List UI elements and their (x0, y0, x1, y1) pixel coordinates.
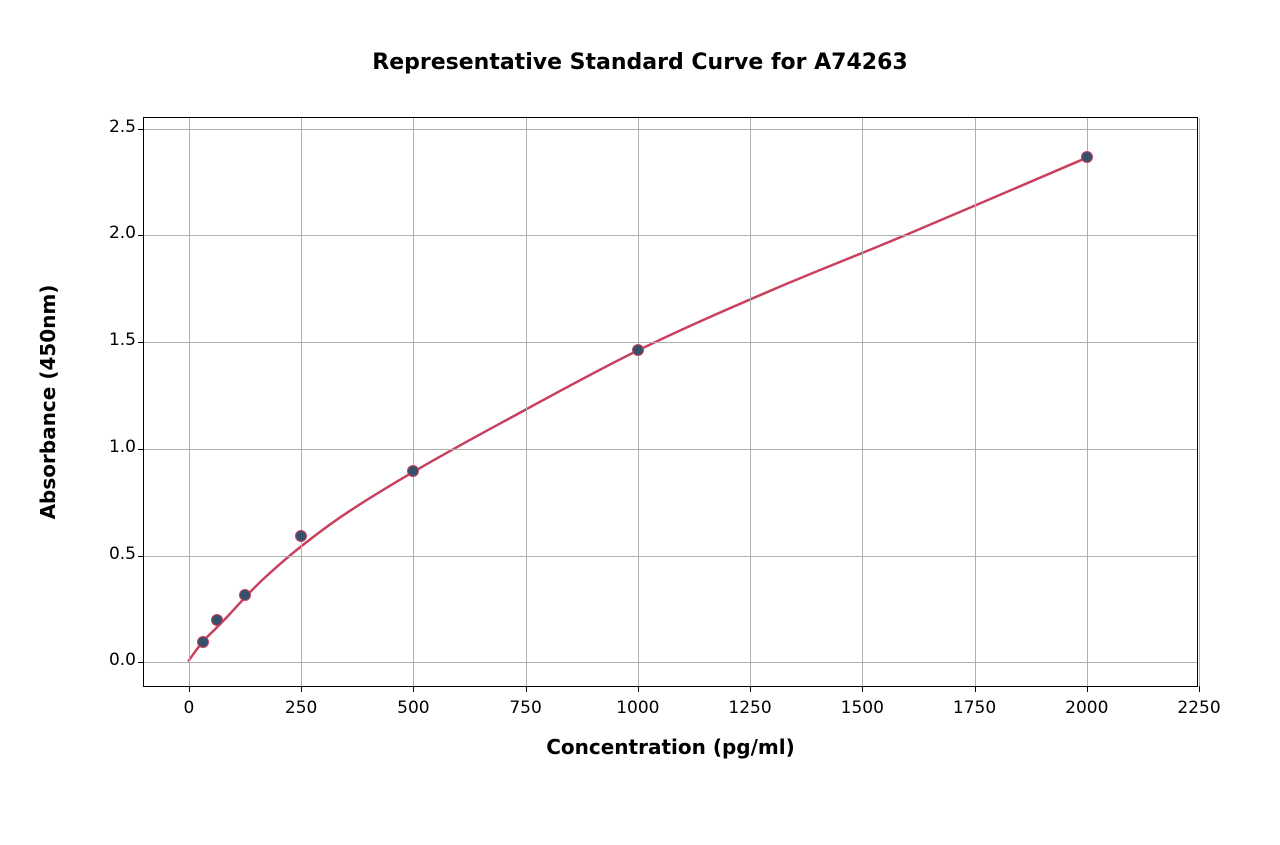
gridline-vertical (975, 118, 976, 686)
x-tick (413, 686, 414, 692)
gridline-vertical (413, 118, 414, 686)
data-point (239, 589, 251, 601)
gridline-vertical (750, 118, 751, 686)
y-tick (138, 662, 144, 663)
x-axis-label: Concentration (pg/ml) (143, 735, 1198, 759)
x-tick-label: 1000 (616, 698, 659, 718)
x-tick (638, 686, 639, 692)
gridline-horizontal (144, 556, 1197, 557)
chart-container: Representative Standard Curve for A74263… (0, 0, 1280, 845)
y-tick (138, 556, 144, 557)
data-point (197, 636, 209, 648)
x-tick-label: 0 (183, 698, 194, 718)
x-tick (1087, 686, 1088, 692)
x-tick (526, 686, 527, 692)
y-tick-label: 1.5 (94, 330, 136, 350)
y-tick (138, 235, 144, 236)
gridline-horizontal (144, 129, 1197, 130)
chart-title: Representative Standard Curve for A74263 (0, 50, 1280, 75)
y-tick-label: 2.0 (94, 223, 136, 243)
y-tick-label: 1.0 (94, 437, 136, 457)
y-tick (138, 129, 144, 130)
gridline-horizontal (144, 449, 1197, 450)
data-point (1081, 151, 1093, 163)
y-tick-label: 0.0 (94, 650, 136, 670)
x-tick-label: 250 (285, 698, 317, 718)
y-tick (138, 449, 144, 450)
x-tick (750, 686, 751, 692)
x-tick (862, 686, 863, 692)
y-axis-label: Absorbance (450nm) (36, 285, 60, 520)
plot-area: 02505007501000125015001750200022500.00.5… (143, 117, 1198, 687)
gridline-vertical (1087, 118, 1088, 686)
x-tick-label: 1500 (841, 698, 884, 718)
x-tick-label: 1750 (953, 698, 996, 718)
gridline-horizontal (144, 662, 1197, 663)
x-tick-label: 2250 (1177, 698, 1220, 718)
x-tick (975, 686, 976, 692)
y-tick-label: 0.5 (94, 544, 136, 564)
gridline-vertical (638, 118, 639, 686)
gridline-vertical (862, 118, 863, 686)
x-tick-label: 2000 (1065, 698, 1108, 718)
gridline-vertical (1199, 118, 1200, 686)
data-point (211, 614, 223, 626)
x-tick-label: 750 (509, 698, 541, 718)
data-point (407, 465, 419, 477)
gridline-horizontal (144, 235, 1197, 236)
gridline-vertical (189, 118, 190, 686)
x-tick (189, 686, 190, 692)
x-tick (301, 686, 302, 692)
gridline-horizontal (144, 342, 1197, 343)
x-tick (1199, 686, 1200, 692)
data-point (632, 344, 644, 356)
y-tick (138, 342, 144, 343)
gridline-vertical (526, 118, 527, 686)
data-point (295, 530, 307, 542)
y-tick-label: 2.5 (94, 117, 136, 137)
gridline-vertical (301, 118, 302, 686)
x-tick-label: 1250 (728, 698, 771, 718)
x-tick-label: 500 (397, 698, 429, 718)
